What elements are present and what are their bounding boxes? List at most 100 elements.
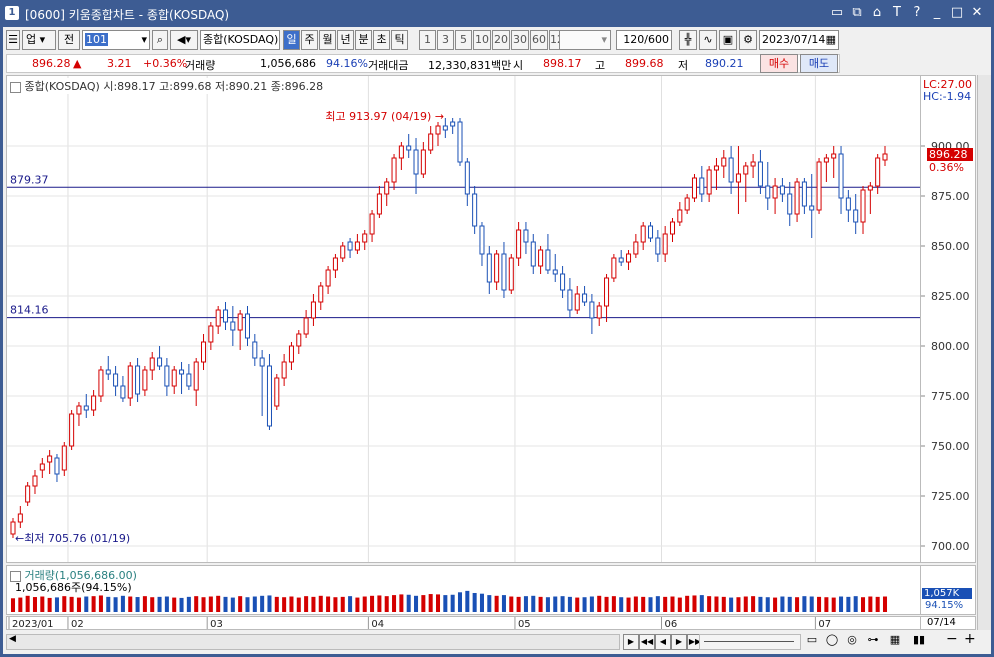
zoom-slider[interactable] [699,634,801,650]
volume-ratio: 94.16% [326,57,368,70]
volume-bar [18,597,23,612]
bars-icon[interactable]: ▮▮ [912,633,926,646]
candle [604,274,610,322]
scroll-left-icon[interactable]: ◀ [9,634,16,644]
current-price-tag-bg [927,148,973,161]
price-chart[interactable]: 879.37 814.16 최고 913.97 (04/19) → ←최저 705.7… [6,75,921,563]
search-icon[interactable]: ⌕ [152,30,168,50]
volume-bar [765,597,770,612]
zoom-out-button[interactable]: − [946,631,958,647]
candlestick-chart[interactable]: 879.37 814.16 최고 913.97 (04/19) → ←최저 705.7… [7,76,920,562]
sound-icon[interactable]: ◀▾ [170,30,198,50]
volume-bar [853,596,858,612]
interval-button-3[interactable]: 3 [437,30,454,50]
link-icon[interactable]: ⌂ [872,5,882,20]
zoom-in-button[interactable]: + [964,631,976,647]
layout-icon[interactable]: ▭ [830,5,844,20]
interval-button-1[interactable]: 1 [419,30,436,50]
count-field[interactable]: 120/600 [616,30,672,50]
candle [486,246,492,294]
interval-select[interactable]: ▾ [559,30,611,50]
candle [10,518,16,538]
volume-bar [10,598,16,612]
candle [516,222,522,266]
screen-icon[interactable]: ▭ [806,633,818,646]
nav-button-3[interactable]: ▶ [671,634,687,650]
volume-bar [128,596,133,612]
vertical-scrollbar[interactable] [977,75,991,630]
save-icon[interactable]: ▣ [719,30,737,50]
menu-icon[interactable]: ☰ [6,30,20,50]
calendar-icon[interactable]: ▦ [825,33,836,46]
close-icon[interactable]: ✕ [971,5,983,20]
period-button-6[interactable]: 틱 [391,30,408,50]
interval-button-30[interactable]: 30 [511,30,529,50]
candle [699,166,705,202]
volume-bar [516,596,521,612]
interval-button-60[interactable]: 60 [530,30,548,50]
period-button-0[interactable]: 일 [283,30,300,50]
copy-icon[interactable]: ⧉ [852,5,862,20]
help-icon[interactable]: ? [913,5,921,20]
candle [398,142,404,170]
volume-bar [560,596,565,612]
date-field[interactable]: 2023/07/14 ▦ [759,30,839,50]
indicator-icon[interactable]: ∿ [699,30,717,50]
volume-bar [186,596,191,612]
candle-type-icon[interactable]: ╬ [679,30,697,50]
volume-bar [296,597,301,612]
candle [193,358,199,406]
period-button-1[interactable]: 주 [301,30,318,50]
period-button-5[interactable]: 초 [373,30,390,50]
candle [17,506,23,528]
date-tick-label: 02 [71,619,84,629]
circle-icon[interactable]: ◯ [825,633,839,646]
volume-bar [677,597,682,612]
volume-bar [399,594,404,612]
support-line-label: 879.37 [10,173,49,186]
market-select[interactable]: 업 ▾ [22,30,56,50]
candle [882,146,888,166]
nav-button-1[interactable]: ◀◀ [639,634,655,650]
buy-button[interactable]: 매수 [760,54,798,73]
nav-button-2[interactable]: ◀ [655,634,671,650]
period-button-4[interactable]: 분 [355,30,372,50]
code-input[interactable]: 101 ▾ [82,30,150,50]
volume-bar [348,596,353,612]
period-button-3[interactable]: 년 [337,30,354,50]
maximize-icon[interactable]: □ [950,5,964,20]
candle [135,358,141,402]
volume-bar [428,594,433,612]
candle [288,342,294,370]
prev-button[interactable]: 전 [58,30,80,50]
layer-icon[interactable]: ▦ [889,633,901,646]
legend-toggle-icon[interactable] [10,81,21,93]
interval-button-20[interactable]: 20 [492,30,510,50]
nav-button-0[interactable]: ▶ [623,634,639,650]
interval-button-10[interactable]: 10 [473,30,491,50]
candle [428,126,434,154]
horizontal-scrollbar[interactable]: ◀ [6,634,620,650]
chart-link-icon[interactable]: ⊶ [867,633,879,646]
candle [523,222,529,254]
text-icon[interactable]: T [893,5,901,20]
minimize-icon[interactable]: _ [933,5,941,20]
volume-chart[interactable]: 거래량(1,056,686.00) 1,056,686주(94.15%) [6,565,921,615]
volume-bar [699,595,704,612]
gear-icon[interactable]: ⚙ [739,30,757,50]
candle [809,174,815,238]
volume-bar [604,596,609,612]
volume-bar [267,595,272,612]
sell-button[interactable]: 매도 [800,54,838,73]
volume-axis-pct: 94.15% [925,600,964,611]
candle [340,242,346,262]
low-label: 저 [678,59,689,72]
target-icon[interactable]: ◎ [847,633,857,646]
period-button-2[interactable]: 월 [319,30,336,50]
interval-button-5[interactable]: 5 [455,30,472,50]
chart-legend: 종합(KOSDAQ) 시:898.17 고:899.68 저:890.21 종:… [10,78,324,94]
volume-bar [780,596,785,612]
date-axis: 2023/01 02 03 04 05 06 07 [6,616,921,630]
high-value: 899.68 [625,57,664,70]
